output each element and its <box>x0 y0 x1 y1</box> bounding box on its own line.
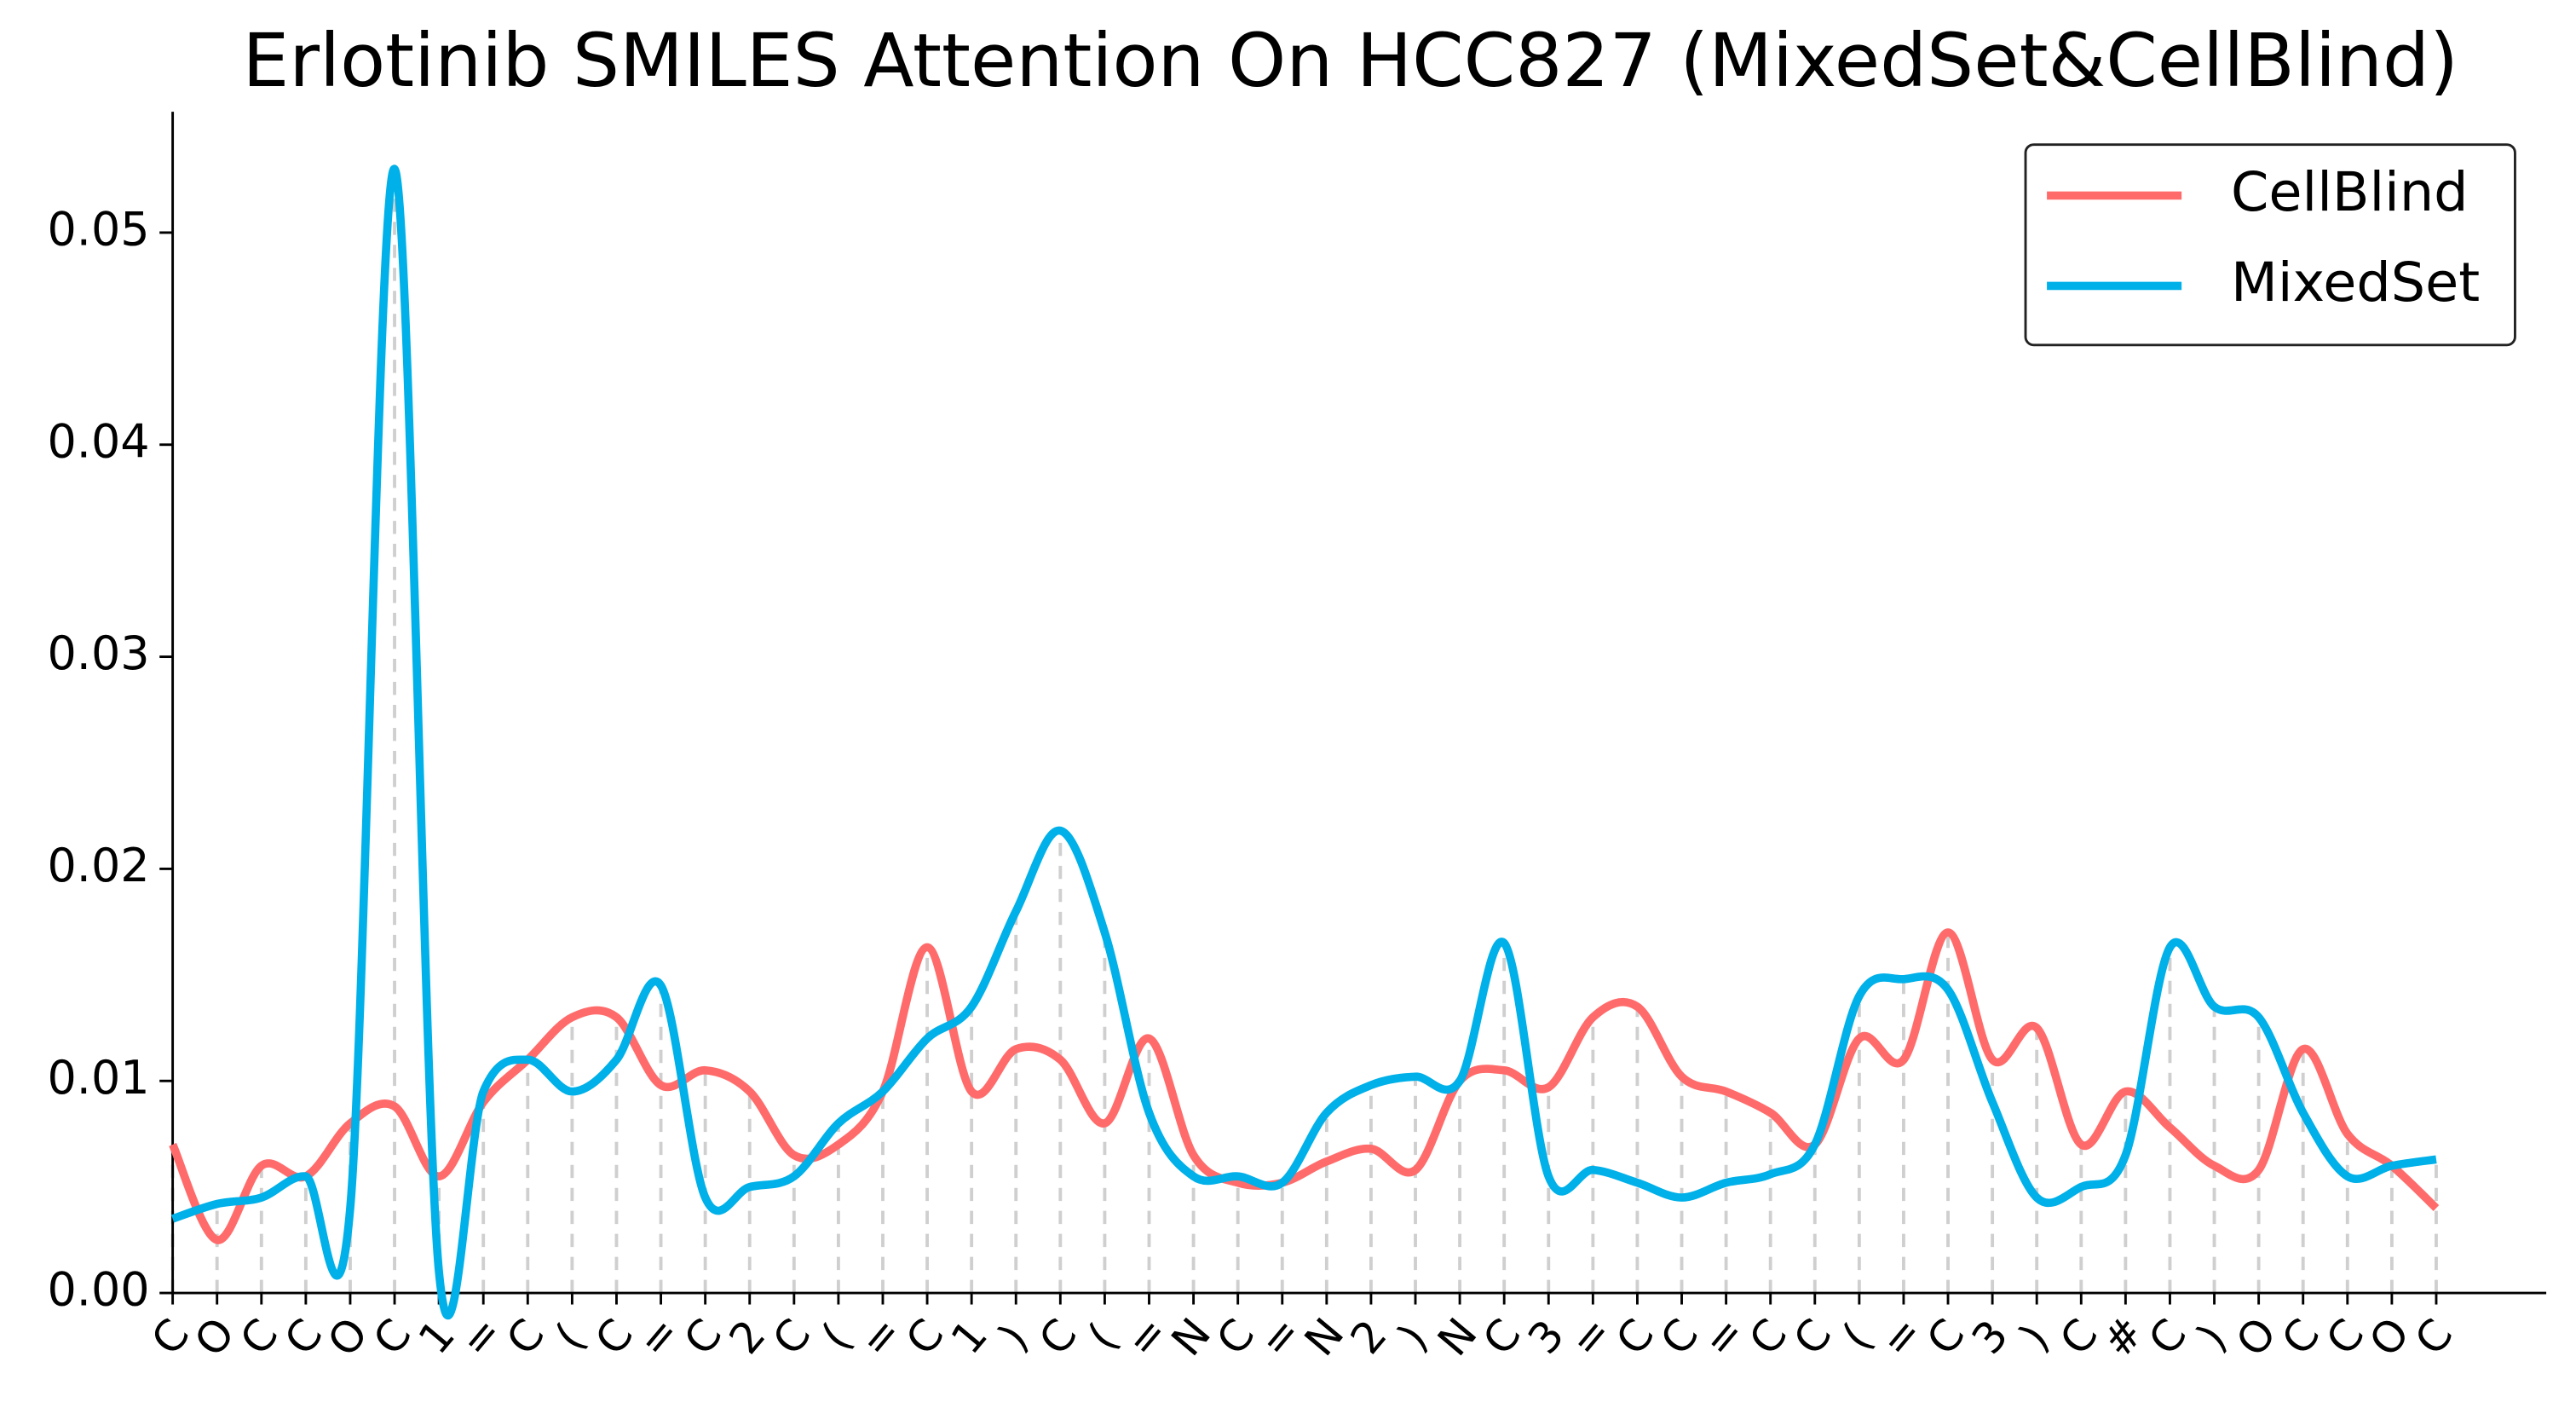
x-tick-label: C <box>1739 1309 1797 1365</box>
y-tick-label: 0.02 <box>47 839 149 892</box>
x-tick-label: C <box>1916 1309 1974 1365</box>
x-tick-label: C <box>896 1309 954 1365</box>
x-tick-label: C <box>2272 1309 2330 1365</box>
y-tick-label: 0.00 <box>47 1263 149 1317</box>
x-tick-label: ) <box>1388 1314 1438 1359</box>
y-tick-label: 0.01 <box>47 1051 149 1105</box>
x-tick-label: 2 <box>1340 1310 1397 1363</box>
x-tick-label: C <box>1784 1309 1841 1365</box>
x-tick-label: C <box>1472 1309 1530 1365</box>
x-tick-label: C <box>674 1309 732 1365</box>
x-tick-label: C <box>363 1309 421 1365</box>
x-tick-label: C <box>2405 1309 2463 1365</box>
x-tick-label: 2 <box>719 1310 775 1363</box>
x-tick-label: ) <box>2187 1314 2237 1359</box>
x-tick-label: N <box>1294 1308 1353 1365</box>
legend-label: CellBlind <box>2231 161 2469 224</box>
x-tick-label: C <box>1029 1309 1086 1365</box>
x-tick-label: C <box>1606 1309 1664 1365</box>
x-tick-label: ) <box>2009 1314 2059 1359</box>
line <box>171 164 2437 1320</box>
y-tick-label: 0.04 <box>47 414 149 468</box>
x-tick-label: C <box>230 1309 288 1365</box>
chart-title: Erlotinib SMILES Attention On HCC827 (Mi… <box>243 18 2458 104</box>
x-tick-label: C <box>2139 1309 2197 1365</box>
x-tick-label: 1 <box>941 1310 997 1363</box>
x-tick-label: C <box>763 1309 821 1365</box>
x-tick-label: ( <box>545 1314 594 1359</box>
legend: CellBlind MixedSet <box>2024 143 2516 347</box>
line <box>169 928 2440 1244</box>
y-tick-label: 0.03 <box>47 626 149 680</box>
x-tick-label: ) <box>988 1314 1038 1359</box>
y-tick-label: 0.05 <box>47 203 149 257</box>
legend-label: MixedSet <box>2231 251 2480 314</box>
x-tick-label: 3 <box>1962 1310 2018 1363</box>
x-tick-label: C <box>496 1309 554 1365</box>
